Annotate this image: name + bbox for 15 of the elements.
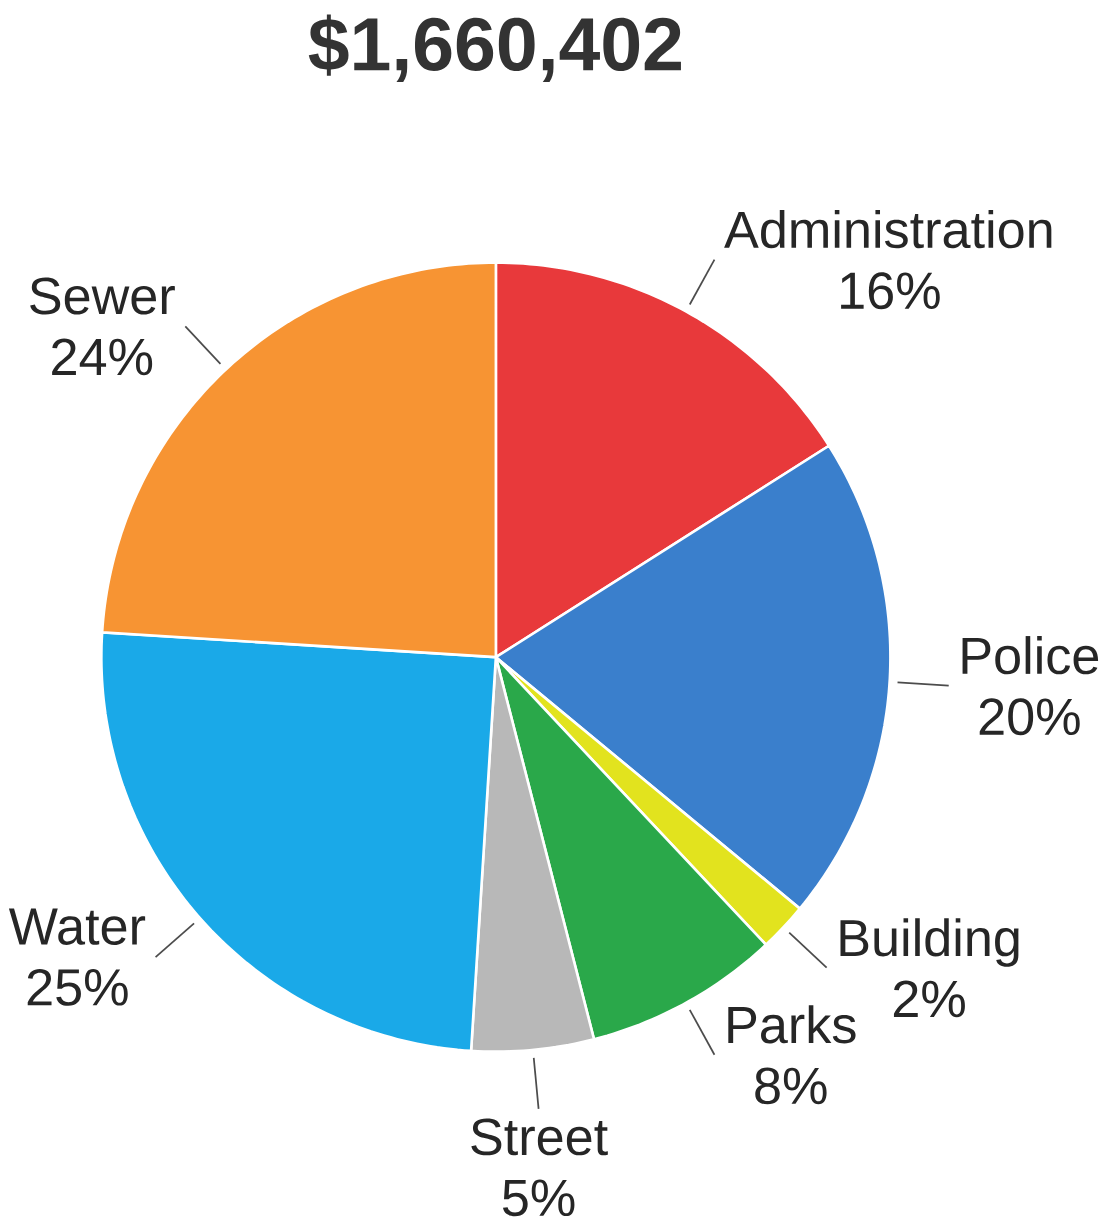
slice-label: Building bbox=[840, 918, 1019, 967]
data-label: 25% bbox=[27, 968, 128, 1006]
data-label: 20% bbox=[979, 698, 1080, 736]
slice-label: Police bbox=[962, 636, 1099, 675]
slice-label: Sewer bbox=[30, 277, 175, 315]
data-label: 24% bbox=[52, 338, 153, 376]
data-label: 2% bbox=[893, 980, 965, 1018]
data-label: 8% bbox=[755, 1067, 827, 1105]
slice-label: Water bbox=[8, 908, 146, 945]
slice-label: Parks bbox=[728, 1005, 856, 1044]
slice-label: Street bbox=[471, 1118, 608, 1156]
data-label: 16% bbox=[841, 272, 940, 310]
data-label: 5% bbox=[502, 1179, 575, 1217]
chart-title: $1,660,402 bbox=[308, 14, 681, 82]
slice-label: Administration bbox=[724, 209, 1052, 249]
